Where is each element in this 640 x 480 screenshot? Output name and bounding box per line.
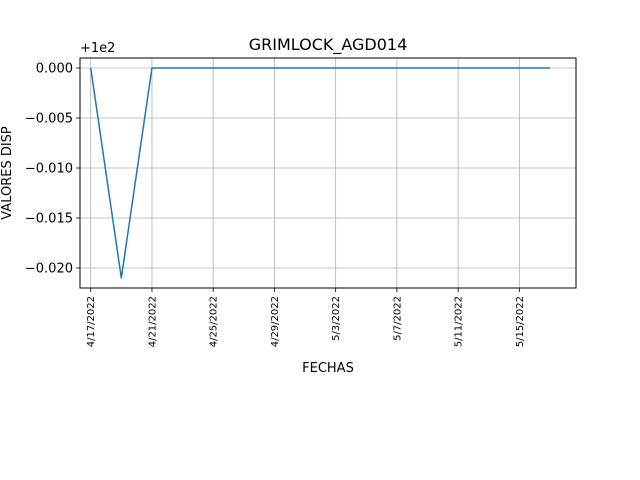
series-line [89,67,550,279]
y-tick-label: −0.020 [25,262,73,277]
grid-lines [80,58,576,288]
plot-area-frame [79,57,577,289]
y-tick-label: 0.000 [36,62,73,77]
series-line-group [89,67,550,279]
x-tick-label: 5/11/2022 [454,296,465,347]
x-tick-label: 5/3/2022 [331,296,342,341]
y-offset-label: +1e2 [80,41,115,56]
y-tick-label: −0.015 [25,212,73,227]
x-tick-label: 4/17/2022 [86,296,97,347]
y-ticks: 0.000 −0.005 −0.010 −0.015 −0.020 [25,62,80,277]
x-tick-label: 5/7/2022 [392,296,403,341]
x-ticks: 4/17/2022 4/21/2022 4/25/2022 4/29/2022 5/3/… [86,288,526,347]
x-tick-label: 4/29/2022 [270,296,281,347]
y-tick-label: −0.005 [25,112,73,127]
x-tick-label: 5/15/2022 [515,296,526,347]
x-axis-label: FECHAS [302,361,354,376]
x-tick-label: 4/25/2022 [209,296,220,347]
x-tick-label: 4/21/2022 [147,296,158,347]
chart-title: GRIMLOCK_AGD014 [249,35,408,55]
y-tick-label: −0.010 [25,162,73,177]
y-axis-label: VALORES DISP [0,126,15,220]
